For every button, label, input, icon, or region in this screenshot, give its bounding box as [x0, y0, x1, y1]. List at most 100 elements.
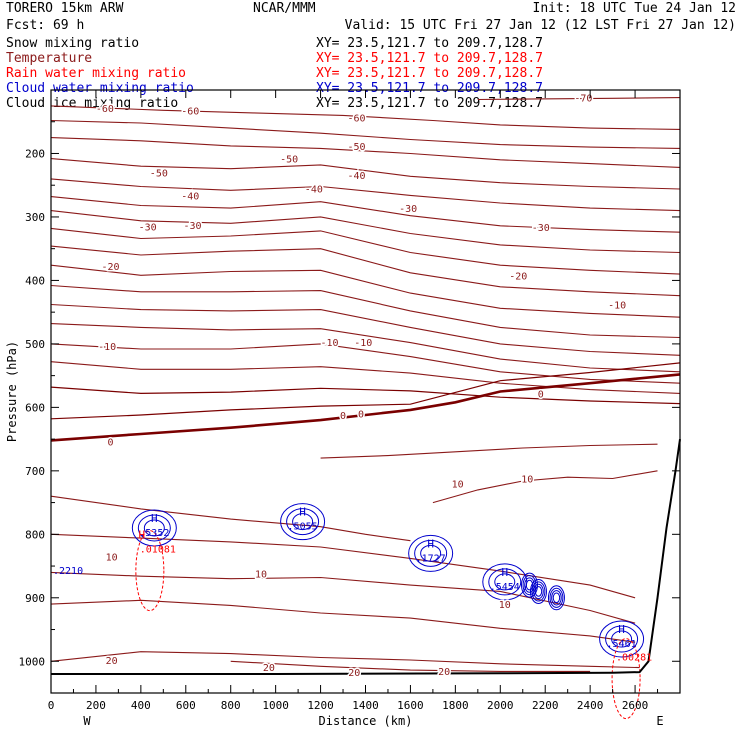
rain-water-contour	[135, 530, 165, 612]
rain-water-layer	[135, 530, 641, 720]
x-tick-label: 2200	[532, 699, 559, 712]
cloud-water-max-marker: H	[151, 512, 158, 525]
x-tick-label: 1400	[352, 699, 379, 712]
isotherm-line	[50, 158, 681, 190]
isotherm-label: -50	[347, 142, 365, 153]
cloud-water-max-marker: H	[618, 623, 625, 636]
x-tick-label: 400	[131, 699, 151, 712]
cloud-water-max-marker: H	[501, 566, 508, 579]
x-tick-label: 1200	[307, 699, 334, 712]
isotherm-label: 10	[521, 474, 533, 485]
isotherm-label: 10	[499, 600, 511, 611]
isotherm-line	[50, 245, 681, 297]
x-tick-label: 600	[176, 699, 196, 712]
cloud-water-max-value: .5461	[607, 639, 637, 650]
isotherm-line	[50, 303, 681, 356]
cloud-water-max-value: .5055	[288, 522, 318, 533]
cloud-water-contour	[529, 578, 547, 604]
isotherm-line	[50, 495, 411, 542]
valid-label: Valid: 15 UTC Fri 27 Jan 12 (12 LST Fri …	[344, 18, 736, 33]
isotherm-label: 20	[348, 668, 360, 679]
cloud-water-contour	[414, 539, 448, 567]
isotherm-label: 20	[438, 667, 450, 678]
cloud-water-contour	[482, 563, 528, 601]
y-tick-label: 200	[25, 147, 45, 160]
x-tick-label: 1800	[442, 699, 469, 712]
isotherm-label: 10	[452, 480, 464, 491]
legend-label-cloud-ice: Cloud ice mixing ratio	[6, 96, 179, 111]
cloud-water-max-value: .5352	[139, 528, 169, 539]
center-label: NCAR/MMM	[253, 1, 316, 16]
cloud-water-contour	[280, 503, 326, 541]
y-tick-label: 400	[25, 274, 45, 287]
isotherm-line	[50, 362, 681, 420]
legend-xy-snow: XY= 23.5,121.7 to 209.7,128.7	[316, 36, 543, 51]
cloud-water-contour	[408, 534, 454, 572]
legend-xy-cloud-ice: XY= 23.5,121.7 to 209.7,128.7	[316, 96, 543, 111]
cloud-water-contour	[547, 585, 565, 611]
cloud-water-contour	[525, 579, 534, 591]
isotherm-line	[50, 323, 681, 373]
legend-xy-cloud-water: XY= 23.5,121.7 to 209.7,128.7	[316, 81, 543, 96]
isotherm-label: -20	[509, 271, 527, 282]
isotherm-line	[50, 264, 681, 318]
legend-label-rain: Rain water mixing ratio	[6, 66, 187, 81]
x-tick-label: 0	[48, 699, 55, 712]
isotherm-label: 20	[106, 656, 118, 667]
init-label: Init: 18 UTC Tue 24 Jan 12	[532, 1, 737, 16]
isotherm-label: 0	[340, 411, 346, 422]
cloud-water-contour	[488, 568, 522, 596]
cloud-water-layer	[131, 503, 645, 658]
isotherm-label: -60	[347, 113, 365, 124]
isotherm-line	[50, 599, 636, 643]
terrain-layer	[51, 438, 681, 675]
y-tick-label: 300	[25, 211, 45, 224]
isotherm-label: -70	[574, 94, 592, 105]
isotherm-line	[50, 178, 681, 212]
isotherm-label: 10	[106, 553, 118, 564]
isotherm-label: -20	[101, 262, 119, 273]
cloud-water-contour	[531, 581, 546, 602]
cloud-water-contour	[494, 573, 516, 591]
isotherm-line	[320, 443, 658, 459]
isotherm-line	[50, 210, 681, 254]
isotherm-label: -50	[150, 169, 168, 180]
isotherm-line	[50, 284, 681, 339]
rain-water-contour	[611, 638, 641, 720]
isotherm-label: -60	[181, 106, 199, 117]
x-tick-label: 200	[86, 699, 106, 712]
isotherm-label: 10	[255, 570, 267, 581]
cloud-water-max-value: .2210	[53, 566, 83, 577]
y-axis-label: Pressure (hPa)	[5, 341, 19, 442]
isotherm-line	[50, 386, 681, 405]
legend-label-cloud-water: Cloud water mixing ratio	[6, 81, 194, 96]
cloud-water-contour	[524, 577, 535, 593]
axes-layer: 0 200 400 600 800 1000 1200 1400 1600 1800 2000 220…	[5, 89, 681, 728]
legend-label-temperature: Temperature	[6, 51, 93, 66]
isotherm-line	[50, 119, 681, 149]
isotherm-line	[50, 196, 681, 233]
cloud-water-contour	[137, 514, 171, 542]
y-tick-label: 700	[25, 465, 45, 478]
isotherm-label: -10	[354, 338, 372, 349]
cloud-water-contour	[143, 519, 165, 537]
y-tick-label: 800	[25, 528, 45, 541]
isotherm-label: -40	[181, 191, 199, 202]
isotherm-label: -10	[321, 338, 339, 349]
west-label: W	[83, 714, 91, 728]
isotherm-label: -40	[305, 184, 323, 195]
cloud-water-max-value: .5454	[490, 582, 520, 593]
isotherm-layer	[50, 97, 681, 672]
rain-water-max-value: .01081	[140, 545, 176, 556]
isotherm-label: -30	[183, 221, 201, 232]
isotherm-label: 0	[538, 389, 544, 400]
x-tick-label: 1600	[397, 699, 424, 712]
cloud-water-contour	[520, 572, 538, 598]
isotherm-line	[432, 470, 658, 504]
cloud-water-contour	[611, 630, 633, 648]
isotherm-line	[50, 651, 640, 669]
y-tick-label: 500	[25, 338, 45, 351]
x-tick-label: 2400	[577, 699, 604, 712]
contour-label-layer: -60 -60-60-70-50-50-50-40-40-40-30-30-30-…	[53, 92, 652, 680]
isotherm-line	[50, 361, 681, 394]
